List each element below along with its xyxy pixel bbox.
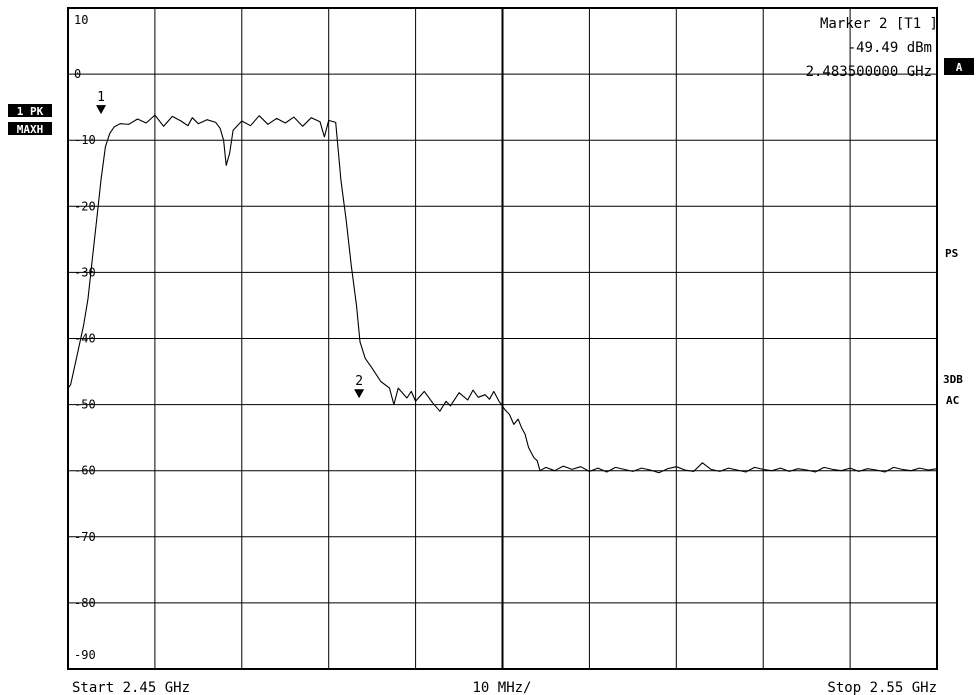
trace-markers: 12 xyxy=(96,90,365,399)
marker-1-triangle xyxy=(96,105,107,115)
y-tick-label: -80 xyxy=(74,596,96,610)
spectrum-trace xyxy=(67,114,938,474)
ps-indicator: PS xyxy=(945,247,958,260)
channel-badge-label: A xyxy=(956,61,963,74)
marker-1-label: 1 xyxy=(97,90,105,105)
maxhold-badge-label: MAXH xyxy=(17,123,44,136)
trace-badge-label: 1 PK xyxy=(17,105,44,118)
y-tick-label: -90 xyxy=(74,648,96,662)
spectrum-plot: 100-10-20-30-40-50-60-70-80-90 12 xyxy=(67,7,938,670)
channel-a-badge: A xyxy=(944,58,974,75)
y-tick-label: -20 xyxy=(74,199,96,213)
y-tick-label: 10 xyxy=(74,13,88,27)
y-tick-label: 0 xyxy=(74,67,81,81)
y-tick-label: -50 xyxy=(74,398,96,412)
y-tick-label: -30 xyxy=(74,265,96,279)
marker-2-label: 2 xyxy=(355,374,363,389)
maxhold-badge: MAXH xyxy=(8,122,52,136)
span-per-division: 10 MHz/ xyxy=(472,680,531,695)
start-frequency: Start 2.45 GHz xyxy=(72,680,190,695)
y-tick-labels: 10 0 -10 -20 -30 -40 -50 -60 -70 -80 -90 xyxy=(74,13,96,662)
ac-indicator: AC xyxy=(946,394,959,407)
y-tick-label: -60 xyxy=(74,464,96,478)
marker-readout-title: Marker 2 [T1 ] xyxy=(820,16,938,32)
plot-frame xyxy=(67,7,938,670)
y-tick-label: -70 xyxy=(74,530,96,544)
marker-2-triangle xyxy=(354,389,365,399)
plot-grid xyxy=(68,8,937,669)
y-tick-label: -10 xyxy=(74,133,96,147)
y-tick-label: -40 xyxy=(74,332,96,346)
stop-frequency: Stop 2.55 GHz xyxy=(827,680,937,695)
marker-readout-level: -49.49 dBm xyxy=(848,40,932,56)
trace-1-badge: 1 PK xyxy=(8,104,52,118)
3db-indicator: 3DB xyxy=(943,373,963,386)
marker-readout-frequency: 2.483500000 GHz xyxy=(806,64,932,80)
